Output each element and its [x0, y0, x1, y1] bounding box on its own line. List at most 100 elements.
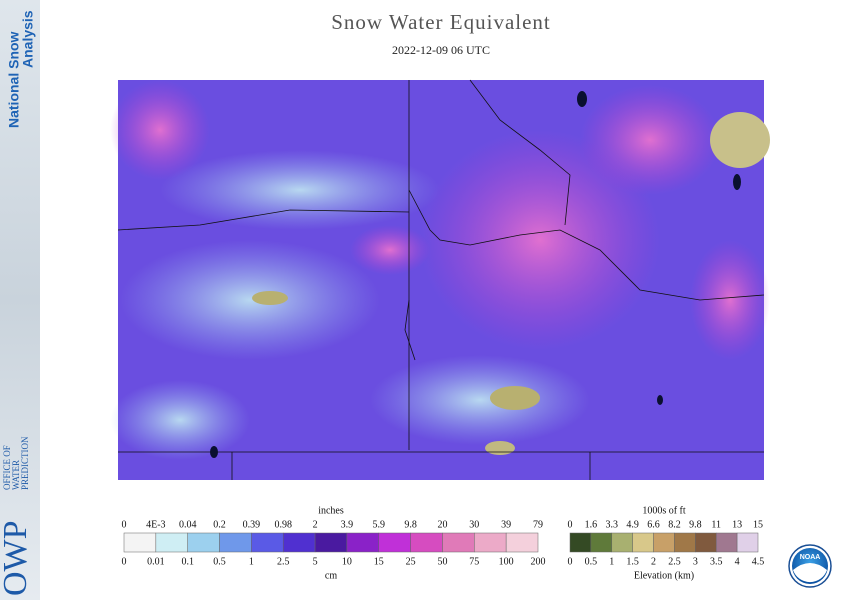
noaa-logo: NOAA: [788, 544, 832, 588]
legend-units: 1000s of ft: [642, 505, 686, 516]
map-shade: [110, 380, 250, 460]
legend-label: 50: [437, 556, 447, 567]
legend-label: 1.5: [626, 556, 639, 567]
legend-swatch: [632, 532, 654, 553]
legend-label: 1: [609, 556, 614, 567]
legends: 0 4E-3 0.04 0.2 0.39 0.98 2 3.9 5.9 9.8 20 30 39 790 0…: [122, 519, 765, 567]
legend-label: 5.9: [373, 519, 386, 530]
legend-label: 79: [533, 519, 543, 530]
legend-label: 4: [735, 556, 740, 567]
legend-label: 2: [651, 556, 656, 567]
legend-label: 0: [122, 556, 127, 567]
legend-swatch: [474, 532, 507, 553]
legend-units: cm: [325, 570, 337, 581]
map-terrain: [710, 112, 770, 168]
legend-swatch: [695, 532, 717, 553]
legend-units: inches: [318, 505, 344, 516]
legend-label: 2: [313, 519, 318, 530]
legend-label: 13: [732, 519, 742, 530]
legend-label: 30: [469, 519, 479, 530]
owp-logo: OWP: [0, 520, 34, 596]
subtitle: 2022-12-09 06 UTC: [392, 43, 490, 57]
map-shade: [420, 130, 660, 350]
legend-label: 5: [313, 556, 318, 567]
legend-label: 0.39: [243, 519, 261, 530]
legend-label: 0: [122, 519, 127, 530]
legend-label: 3: [693, 556, 698, 567]
map-shade: [580, 85, 720, 195]
legend-swatch: [219, 532, 252, 553]
legend-swatch: [123, 532, 157, 553]
title: Snow Water Equivalent: [331, 10, 551, 34]
legend-label: 0: [568, 519, 573, 530]
legend-label: 0.5: [213, 556, 226, 567]
legend-label: 9.8: [689, 519, 702, 530]
legend-label: 0: [568, 556, 573, 567]
map: [110, 79, 770, 480]
office-line: WATER: [11, 460, 21, 490]
office-line: OFFICE OF: [2, 445, 12, 490]
legend-label: 0.1: [181, 556, 194, 567]
legend-label: 8.2: [668, 519, 681, 530]
legend-label: 0.98: [274, 519, 292, 530]
legend-label: 1.6: [585, 519, 598, 530]
sidebar: [0, 0, 40, 600]
legend-label: 39: [501, 519, 511, 530]
legend-label: 11: [711, 519, 721, 530]
map-shade: [160, 150, 440, 230]
legend-swatch: [410, 532, 443, 553]
legend-label: 0.04: [179, 519, 197, 530]
legend-label: 0.01: [147, 556, 165, 567]
map-terrain: [490, 386, 540, 410]
legend-swatch: [736, 532, 759, 553]
legend-label: 2.5: [277, 556, 290, 567]
map-terrain: [485, 441, 515, 455]
legend-label: 15: [374, 556, 384, 567]
legend-label: 2.5: [668, 556, 681, 567]
legend-swatch: [505, 532, 539, 553]
boundaries: [117, 79, 765, 480]
legend-label: 75: [469, 556, 479, 567]
legend-label: 200: [531, 556, 546, 567]
map-shade: [690, 240, 770, 360]
legend-label: 4E-3: [146, 519, 165, 530]
legend-label: 20: [437, 519, 447, 530]
product-line: Analysis: [20, 10, 36, 68]
legend-label: 9.8: [404, 519, 417, 530]
legend-swatch: [569, 532, 592, 553]
legend-label: 0.5: [585, 556, 598, 567]
product-name: National Snow Analysis: [6, 10, 36, 128]
map-shade: [120, 240, 380, 360]
legend-swatch: [611, 532, 633, 553]
legend-label: 15: [753, 519, 763, 530]
legend-label: 6.6: [647, 519, 660, 530]
map-shade: [370, 355, 590, 445]
office-line: PREDICTION: [20, 436, 30, 490]
legend-label: 25: [406, 556, 416, 567]
legend-label: 3.9: [341, 519, 354, 530]
legend-swatch: [187, 532, 220, 553]
map-shade: [110, 80, 210, 180]
lakes: [210, 91, 741, 458]
legend-swatch: [590, 532, 613, 553]
legend-swatch: [715, 532, 738, 553]
legend-label: 100: [499, 556, 514, 567]
legend-label: 4.5: [752, 556, 765, 567]
map-terrain: [252, 291, 288, 305]
legend-label: 4.9: [626, 519, 639, 530]
legend-label: 10: [342, 556, 352, 567]
legend-swatch: [282, 532, 316, 553]
legend-swatch: [674, 532, 696, 553]
legend-units: Elevation (km): [634, 570, 694, 581]
product-line: National Snow: [6, 31, 22, 128]
legend-label: 1: [249, 556, 254, 567]
legend-swatch: [155, 532, 188, 553]
legend-label: 3.5: [710, 556, 723, 567]
logo-text: OWP: [0, 520, 34, 596]
legend-swatch: [314, 532, 348, 553]
logo-text: NOAA: [800, 554, 821, 561]
office-name: OFFICE OF WATER PREDICTION: [2, 436, 30, 490]
legend-swatch: [442, 532, 475, 553]
legend-swatch: [251, 532, 284, 553]
